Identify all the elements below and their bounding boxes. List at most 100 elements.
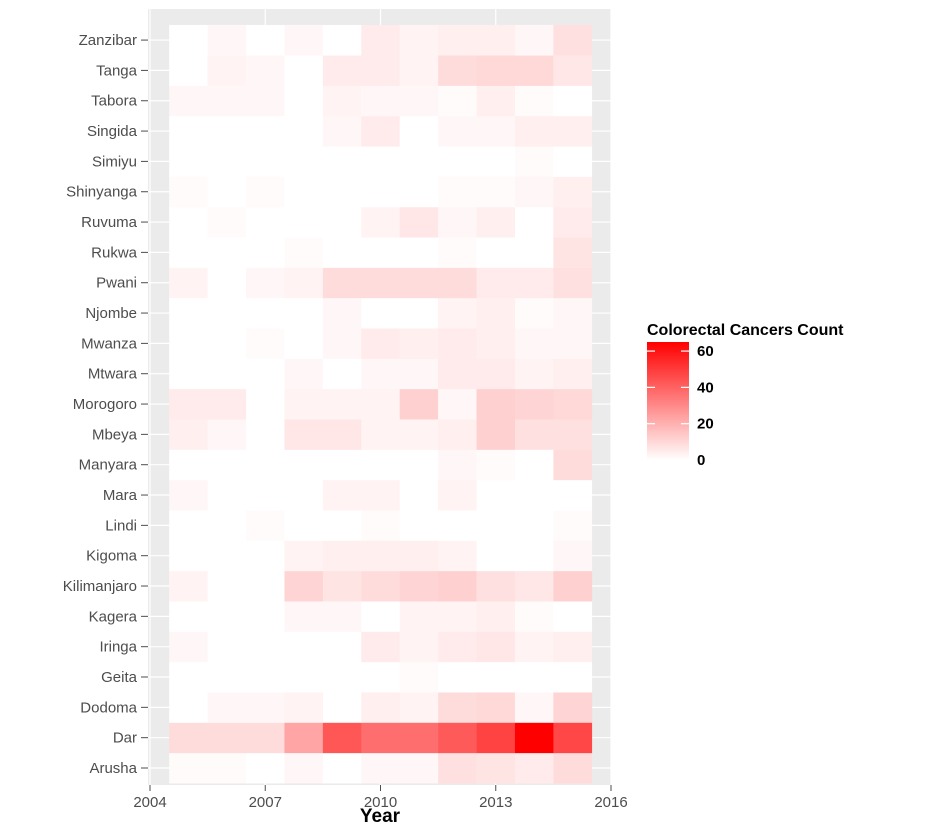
heatmap-cell [438, 328, 477, 359]
heatmap-cell [284, 510, 324, 541]
heatmap-cell [514, 267, 554, 299]
heatmap-cell [207, 510, 247, 541]
heatmap-cell [207, 631, 247, 663]
heatmap-cell [207, 540, 247, 572]
heatmap-cell [246, 206, 285, 238]
heatmap-cell [246, 631, 285, 663]
heatmap-cell [246, 388, 285, 420]
heatmap-cell [476, 510, 516, 541]
heatmap-cell [284, 601, 324, 632]
heatmap-cell [438, 267, 477, 299]
heatmap-cell [438, 570, 477, 602]
heatmap-cell [361, 449, 401, 481]
y-axis: Arusha Dar Dodoma Geita Iringa Kagera Kilimanj… [63, 32, 148, 777]
heatmap-cell [514, 752, 554, 784]
heatmap-cell [361, 85, 401, 117]
heatmap-cell [399, 479, 439, 511]
heatmap-cell [438, 510, 477, 541]
heatmap-cell [322, 267, 362, 299]
heatmap-cell [399, 328, 439, 359]
heatmap-cell [246, 722, 285, 754]
heatmap-cell [553, 692, 593, 723]
heatmap-cell [246, 24, 285, 56]
heatmap-cell [476, 328, 516, 359]
y-tick-label: Kigoma [86, 548, 138, 565]
heatmap-cell [438, 85, 477, 117]
heatmap-cell [476, 55, 516, 86]
y-tick-label: Dar [113, 730, 137, 747]
heatmap-cell [246, 510, 285, 541]
heatmap-cell [399, 146, 439, 177]
heatmap-cell [207, 328, 247, 359]
heatmap-cell [322, 661, 362, 693]
y-tick-label: Kagera [89, 608, 138, 625]
heatmap-cell [322, 115, 362, 147]
legend-tick-label: 0 [697, 452, 705, 469]
heatmap-cell [207, 601, 247, 632]
heatmap-cell [399, 692, 439, 723]
heatmap-cell [322, 237, 362, 268]
heatmap-cell [361, 358, 401, 390]
heatmap-cell [246, 237, 285, 268]
x-tick-label: 2013 [479, 794, 512, 811]
heatmap-cell [514, 55, 554, 86]
heatmap-cell [284, 692, 324, 723]
heatmap-cell [284, 267, 324, 299]
heatmap-cell [438, 146, 477, 177]
heatmap-cell [246, 570, 285, 602]
y-tick-label: Geita [101, 669, 138, 686]
heatmap-cell [246, 692, 285, 723]
heatmap-cell [399, 297, 439, 329]
heatmap-cell [514, 206, 554, 238]
heatmap-cell [438, 419, 477, 450]
heatmap-cell [322, 146, 362, 177]
legend-tick-label: 60 [697, 343, 714, 360]
heatmap-cell [553, 24, 593, 56]
heatmap-cell [207, 722, 247, 754]
heatmap-cell [438, 388, 477, 420]
heatmap-cell [438, 358, 477, 390]
heatmap-cell [476, 449, 516, 481]
heatmap-cell [322, 692, 362, 723]
heatmap-cell [476, 237, 516, 268]
heatmap-cell [476, 358, 516, 390]
heatmap-cell [207, 176, 247, 208]
heatmap-cell [553, 540, 593, 572]
heatmap-cell [399, 358, 439, 390]
heatmap-cell [207, 24, 247, 56]
heatmap-cell [361, 752, 401, 784]
heatmap-cell [207, 206, 247, 238]
heatmap-cell [284, 570, 324, 602]
y-tick-label: Manyara [79, 457, 138, 474]
heatmap-cell [322, 752, 362, 784]
heatmap-cell [361, 722, 401, 754]
heatmap-cell [207, 570, 247, 602]
heatmap-cell [361, 388, 401, 420]
heatmap-cell [361, 601, 401, 632]
heatmap-cell [438, 631, 477, 663]
heatmap-cell [169, 510, 208, 541]
heatmap-cell [399, 510, 439, 541]
heatmap-cell [399, 176, 439, 208]
heatmap-cell [322, 176, 362, 208]
x-tick-label: 2010 [364, 794, 397, 811]
heatmap-cell [284, 237, 324, 268]
heatmap-cell [284, 752, 324, 784]
heatmap-cell [476, 267, 516, 299]
x-tick-label: 2007 [249, 794, 282, 811]
heatmap-cell [476, 115, 516, 147]
heatmap-cell [246, 297, 285, 329]
heatmap-cell [553, 146, 593, 177]
y-tick-label: Arusha [89, 760, 137, 777]
heatmap-cell [246, 358, 285, 390]
y-tick-label: Mara [103, 487, 138, 504]
y-tick-label: Tabora [91, 93, 138, 110]
heatmap-cell [322, 601, 362, 632]
heatmap-cell [361, 24, 401, 56]
y-tick-label: Njombe [85, 305, 137, 322]
heatmap-cell [476, 752, 516, 784]
heatmap-cell [246, 540, 285, 572]
heatmap-cell [399, 85, 439, 117]
heatmap-cell [476, 692, 516, 723]
legend: Colorectal Cancers Count 0 20 40 60 [647, 322, 844, 469]
